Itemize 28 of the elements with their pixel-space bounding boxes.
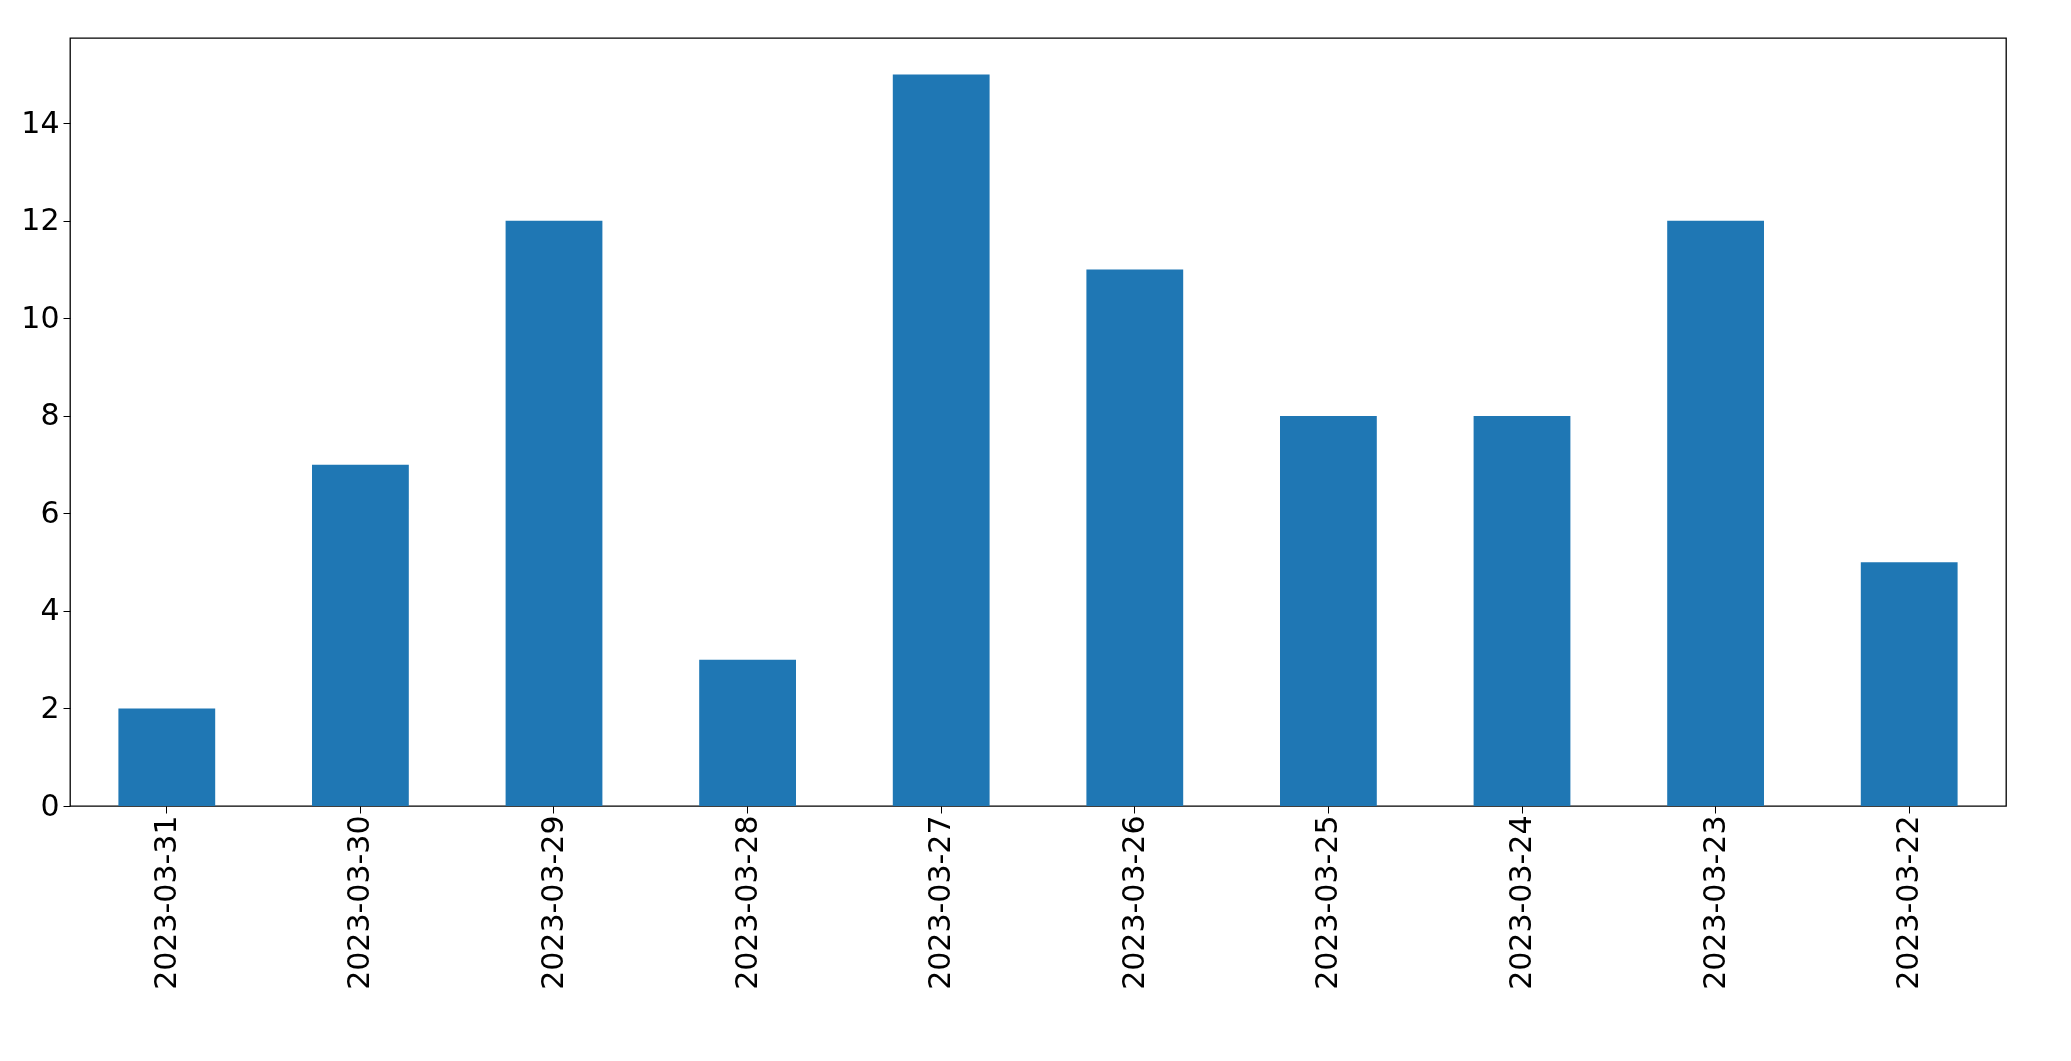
y-tick-label: 6 <box>40 494 60 530</box>
x-tick-label: 2023-03-26 <box>1115 815 1151 990</box>
bar <box>892 74 990 806</box>
bar <box>1667 220 1764 806</box>
x-tick-label: 2023-03-22 <box>1890 815 1926 990</box>
y-tick-label: 12 <box>21 202 60 238</box>
x-tick-label: 2023-03-25 <box>1309 815 1345 990</box>
y-tick-label: 14 <box>21 104 60 140</box>
x-tick-label: 2023-03-30 <box>341 815 377 990</box>
bar <box>1280 415 1377 806</box>
x-tick-label: 2023-03-23 <box>1696 815 1732 990</box>
y-tick-label: 8 <box>40 397 60 433</box>
y-tick-label: 10 <box>21 299 60 335</box>
bar <box>1473 415 1571 806</box>
y-tick-label: 2 <box>40 689 60 725</box>
bar <box>505 220 603 806</box>
y-tick-label: 0 <box>40 787 60 823</box>
bar <box>1086 269 1184 806</box>
x-tick-label: 2023-03-27 <box>922 815 958 990</box>
x-tick-label: 2023-03-31 <box>147 815 183 990</box>
bar <box>118 708 216 806</box>
x-tick-label: 2023-03-28 <box>728 815 764 990</box>
bar <box>312 464 409 806</box>
y-tick-label: 4 <box>40 592 60 628</box>
bar <box>699 659 796 806</box>
bar <box>1860 562 1958 806</box>
x-tick-label: 2023-03-29 <box>535 815 570 990</box>
x-tick-label: 2023-03-24 <box>1503 815 1538 990</box>
